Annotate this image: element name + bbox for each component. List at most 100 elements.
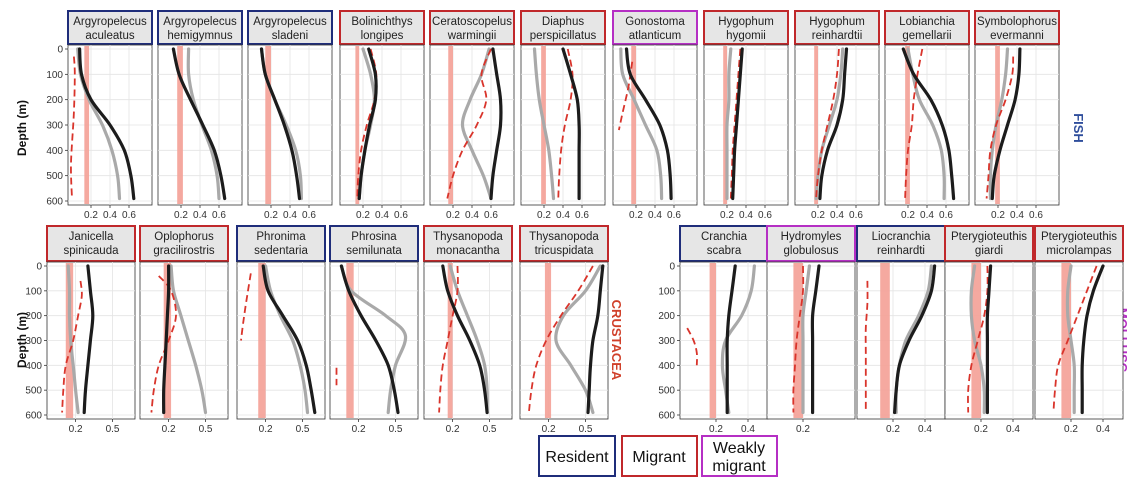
red-dashed-curve xyxy=(686,327,698,366)
panel-title-line1: Argyropelecus xyxy=(73,16,147,28)
grey-curve xyxy=(1065,264,1077,415)
red-dashed-curve xyxy=(150,275,177,413)
panel-title-line1: Symbolophorus xyxy=(977,16,1057,28)
panel-hydromyles-globulosus: Hydromyles globulosus 0.2 xyxy=(766,225,856,435)
pink-band xyxy=(258,263,266,418)
group-label-crustacea: CRUSTACEA xyxy=(609,300,624,381)
panel-strip xyxy=(703,10,789,45)
x-tick-label: 0.2 xyxy=(162,424,176,435)
black-curve xyxy=(985,264,993,415)
panel-title-line2: semilunata xyxy=(346,245,402,257)
x-tick-label: 0.4 xyxy=(103,210,117,221)
pink-band xyxy=(355,46,360,204)
x-tick-label: 0.2 xyxy=(446,424,460,435)
red-dashed-curve xyxy=(446,48,492,199)
x-tick-label: 0.5 xyxy=(106,424,120,435)
panel-strip xyxy=(429,10,515,45)
panel-argyropelecus-hemigymnus: Argyropelecus hemigymnus 0.2 0.4 0.6 xyxy=(157,10,243,221)
panels-group: Argyropelecus aculeatus 0.2 0.4 0.6 0 100 200 30… xyxy=(25,10,1124,435)
panel-title-line2: atlanticum xyxy=(629,30,681,42)
panel-strip xyxy=(236,225,326,262)
red-dashed-curve xyxy=(815,48,840,199)
red-dashed-curve xyxy=(904,48,924,199)
red-dashed-curve xyxy=(240,273,252,341)
x-tick-label: 0.2 xyxy=(264,210,278,221)
x-tick-label: 0.6 xyxy=(575,210,589,221)
x-tick-label: 0.4 xyxy=(648,210,662,221)
panel-strip xyxy=(247,10,333,45)
red-dashed-curve xyxy=(528,265,594,413)
x-tick-label: 0.5 xyxy=(483,424,497,435)
panel-title-line2: reinhardtii xyxy=(812,30,863,42)
x-tick-label: 0.6 xyxy=(212,210,226,221)
panel-title-line2: giardi xyxy=(975,245,1003,257)
grey-curve xyxy=(554,264,602,415)
y-tick-label: 400 xyxy=(25,361,42,372)
x-tick-label: 0.2 xyxy=(886,424,900,435)
panel-title-line1: Argyropelecus xyxy=(163,16,237,28)
x-tick-label: 0.4 xyxy=(918,424,932,435)
grey-curve xyxy=(532,47,556,201)
pink-band xyxy=(346,263,354,418)
black-curve xyxy=(171,47,227,201)
black-curve xyxy=(818,47,849,201)
y-tick-label: 300 xyxy=(25,336,42,347)
panel-title-line2: sedentaria xyxy=(254,245,308,257)
panel-strip xyxy=(339,10,425,45)
panel-title-line2: warmingii xyxy=(447,30,497,42)
panel-title-line2: globulosus xyxy=(784,245,839,257)
panel-diaphus-perspicillatus: Diaphus perspicillatus 0.2 0.4 0.6 xyxy=(520,10,606,221)
panel-title-line1: Thysanopoda xyxy=(529,231,599,243)
x-tick-label: 0.4 xyxy=(830,210,844,221)
x-tick-label: 0.4 xyxy=(283,210,297,221)
black-curve xyxy=(441,264,489,415)
x-tick-label: 0.4 xyxy=(1010,210,1024,221)
x-tick-label: 0.2 xyxy=(356,210,370,221)
panel-pterygioteuthis-microlampas: Pterygioteuthis microlampas 0.2 0.4 xyxy=(1034,225,1124,435)
panel-title-line2: sladeni xyxy=(272,30,308,42)
panel-title-line2: hygomii xyxy=(726,30,766,42)
x-tick-label: 0.2 xyxy=(537,210,551,221)
x-tick-label: 0.2 xyxy=(901,210,915,221)
black-curve xyxy=(489,47,503,201)
y-tick-label: 600 xyxy=(25,411,42,422)
panel-hygophum-reinhardtii: Hygophum reinhardtii 0.2 0.4 0.6 xyxy=(794,10,880,221)
x-tick-label: 0.2 xyxy=(542,424,556,435)
black-curve xyxy=(561,47,581,201)
pink-band xyxy=(1061,263,1071,418)
panel-title-line1: Thysanopoda xyxy=(433,231,503,243)
panel-argyropelecus-sladeni: Argyropelecus sladeni 0.2 0.4 0.6 xyxy=(247,10,333,221)
panel-title-line2: spinicauda xyxy=(64,245,120,257)
panel-strip xyxy=(67,10,153,45)
black-curve xyxy=(731,47,744,201)
panel-title-line2: monacantha xyxy=(436,245,500,257)
panel-title-line1: Ceratoscopelus xyxy=(432,16,512,28)
y-tick-label: 400 xyxy=(46,146,63,157)
legend-migrant-box xyxy=(621,435,698,477)
pink-band xyxy=(265,46,271,204)
panel-title-line2: aculeatus xyxy=(85,30,134,42)
grey-curve xyxy=(339,264,408,415)
x-tick-label: 0.4 xyxy=(741,424,755,435)
y-tick-label: 100 xyxy=(658,286,675,297)
panel-strip xyxy=(1034,225,1124,262)
y-axis-label-top: Depth (m) xyxy=(15,100,29,156)
panel-title-line1: Oplophorus xyxy=(154,231,214,243)
x-tick-label: 0.2 xyxy=(69,424,83,435)
red-dashed-curve xyxy=(729,48,742,199)
panel-title-line1: Phronima xyxy=(256,231,306,243)
grey-curve xyxy=(801,264,811,415)
panel-liocranchia-reinhardti: Liocranchia reinhardti 0.2 0.4 xyxy=(856,225,946,435)
panel-title-line2: perspicillatus xyxy=(530,30,597,42)
panel-title-line1: Hygophum xyxy=(718,16,774,28)
red-dashed-curve xyxy=(985,56,1015,199)
grey-curve xyxy=(264,264,310,415)
y-tick-label: 300 xyxy=(46,121,63,132)
panel-title-line2: longipes xyxy=(361,30,404,42)
y-tick-label: 100 xyxy=(25,286,42,297)
panel-title-line2: gracilirostris xyxy=(153,245,215,257)
x-tick-label: 0.2 xyxy=(174,210,188,221)
panel-title-line1: Pterygioteuthis xyxy=(1041,231,1117,243)
red-dashed-curve xyxy=(864,280,869,413)
x-tick-label: 0.5 xyxy=(199,424,213,435)
